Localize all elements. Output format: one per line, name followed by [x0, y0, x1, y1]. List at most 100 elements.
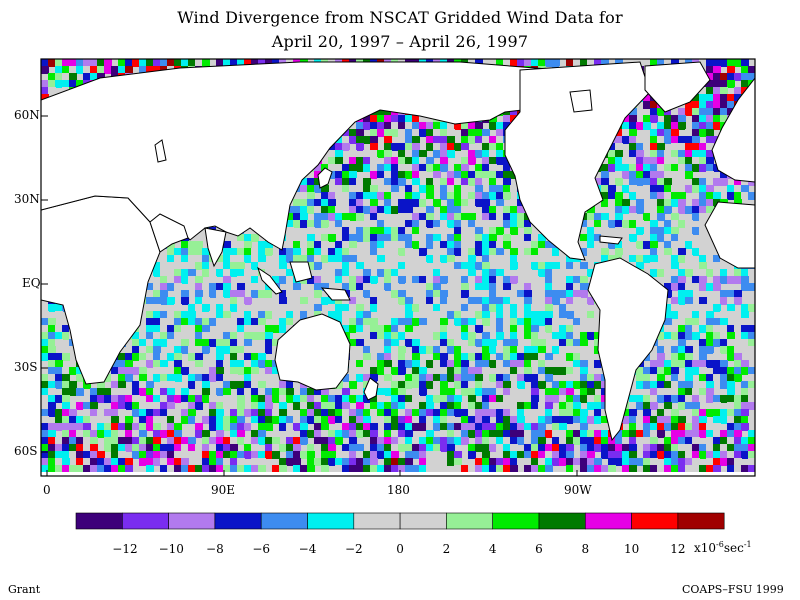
field-cell — [475, 304, 483, 312]
field-cell — [363, 164, 371, 172]
field-cell — [517, 332, 525, 340]
field-cell — [146, 402, 154, 410]
field-cell — [146, 360, 154, 368]
field-cell — [748, 416, 755, 424]
field-cell — [664, 150, 672, 158]
field-cell — [391, 129, 399, 137]
field-cell — [559, 437, 567, 445]
field-cell — [482, 157, 490, 165]
field-cell — [174, 325, 182, 333]
field-cell — [713, 192, 721, 200]
field-cell — [181, 409, 189, 417]
field-cell — [300, 402, 308, 410]
field-cell — [559, 423, 567, 431]
field-cell — [349, 318, 357, 326]
field-cell — [489, 297, 497, 305]
field-cell — [279, 402, 287, 410]
field-cell — [433, 297, 441, 305]
field-cell — [678, 430, 686, 438]
field-cell — [118, 409, 126, 417]
field-cell — [349, 437, 357, 445]
field-cell — [69, 465, 77, 473]
field-cell — [573, 416, 581, 424]
field-cell — [433, 381, 441, 389]
field-cell — [559, 444, 567, 452]
field-cell — [671, 129, 679, 137]
lat-label-30s: 30S — [14, 360, 38, 374]
field-cell — [643, 402, 651, 410]
field-cell — [265, 395, 273, 403]
field-cell — [461, 213, 469, 221]
field-cell — [531, 234, 539, 242]
field-cell — [734, 444, 742, 452]
field-cell — [216, 290, 224, 298]
field-cell — [391, 290, 399, 298]
field-cell — [594, 416, 602, 424]
field-cell — [237, 360, 245, 368]
field-cell — [636, 164, 644, 172]
field-cell — [55, 339, 63, 347]
field-cell — [657, 451, 665, 459]
field-cell — [398, 311, 406, 319]
field-cell — [328, 157, 336, 165]
field-cell — [153, 290, 161, 298]
field-cell — [321, 402, 329, 410]
field-cell — [713, 283, 721, 291]
field-cell — [734, 185, 742, 193]
field-cell — [335, 241, 343, 249]
field-cell — [531, 346, 539, 354]
field-cell — [307, 262, 315, 270]
field-cell — [48, 395, 56, 403]
field-cell — [685, 290, 693, 298]
field-cell — [580, 444, 588, 452]
field-cell — [419, 423, 427, 431]
field-cell — [615, 157, 623, 165]
field-cell — [251, 318, 259, 326]
field-cell — [314, 241, 322, 249]
field-cell — [244, 318, 252, 326]
field-cell — [524, 290, 532, 298]
field-cell — [111, 451, 119, 459]
field-cell — [97, 430, 105, 438]
field-cell — [552, 416, 560, 424]
field-cell — [510, 255, 518, 263]
field-cell — [643, 465, 651, 473]
field-cell — [552, 423, 560, 431]
field-cell — [713, 262, 721, 270]
field-cell — [377, 297, 385, 305]
field-cell — [629, 248, 637, 256]
field-cell — [559, 325, 567, 333]
field-cell — [398, 115, 406, 123]
field-cell — [146, 353, 154, 361]
field-cell — [342, 388, 350, 396]
field-cell — [482, 311, 490, 319]
field-cell — [587, 332, 595, 340]
field-cell — [496, 346, 504, 354]
field-cell — [475, 367, 483, 375]
field-cell — [433, 332, 441, 340]
field-cell — [692, 388, 700, 396]
field-cell — [734, 423, 742, 431]
field-cell — [370, 430, 378, 438]
field-cell — [258, 59, 266, 67]
field-cell — [314, 416, 322, 424]
field-cell — [356, 122, 364, 130]
field-cell — [391, 255, 399, 263]
field-cell — [664, 416, 672, 424]
field-cell — [622, 157, 630, 165]
field-cell — [370, 122, 378, 130]
field-cell — [139, 311, 147, 319]
field-cell — [699, 178, 707, 186]
field-cell — [685, 325, 693, 333]
field-cell — [482, 409, 490, 417]
field-cell — [510, 199, 518, 207]
field-cell — [377, 346, 385, 354]
field-cell — [286, 227, 294, 235]
field-cell — [748, 402, 755, 410]
field-cell — [664, 465, 672, 473]
field-cell — [314, 185, 322, 193]
field-cell — [321, 409, 329, 417]
field-cell — [678, 136, 686, 144]
field-cell — [594, 234, 602, 242]
field-cell — [615, 199, 623, 207]
